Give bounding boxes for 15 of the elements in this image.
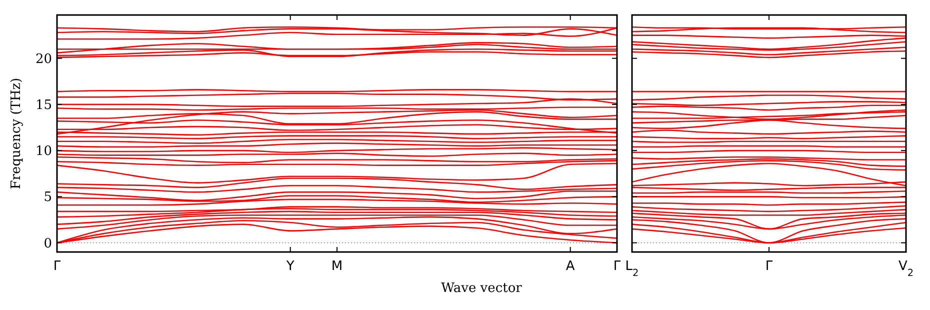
x-tick-label: A (566, 259, 575, 274)
y-tick-label: 15 (35, 98, 52, 113)
y-tick-label: 20 (35, 52, 52, 67)
x-tick-label: M (331, 259, 343, 274)
y-tick-label: 0 (44, 236, 52, 252)
y-axis-title: Frequency (THz) (9, 78, 24, 190)
x-tick-label: V$_{2}$ (898, 259, 914, 278)
x-tick-label: Γ (613, 259, 622, 274)
y-tick-label: 5 (44, 190, 52, 206)
y-tick-label: 10 (35, 144, 52, 160)
x-axis-title: Wave vector (441, 281, 523, 296)
x-tick-label: Y (285, 259, 294, 274)
x-tick-label: L$_{2}$ (625, 259, 639, 278)
x-tick-label: Γ (53, 259, 62, 274)
x-tick-label: Γ (765, 259, 774, 274)
